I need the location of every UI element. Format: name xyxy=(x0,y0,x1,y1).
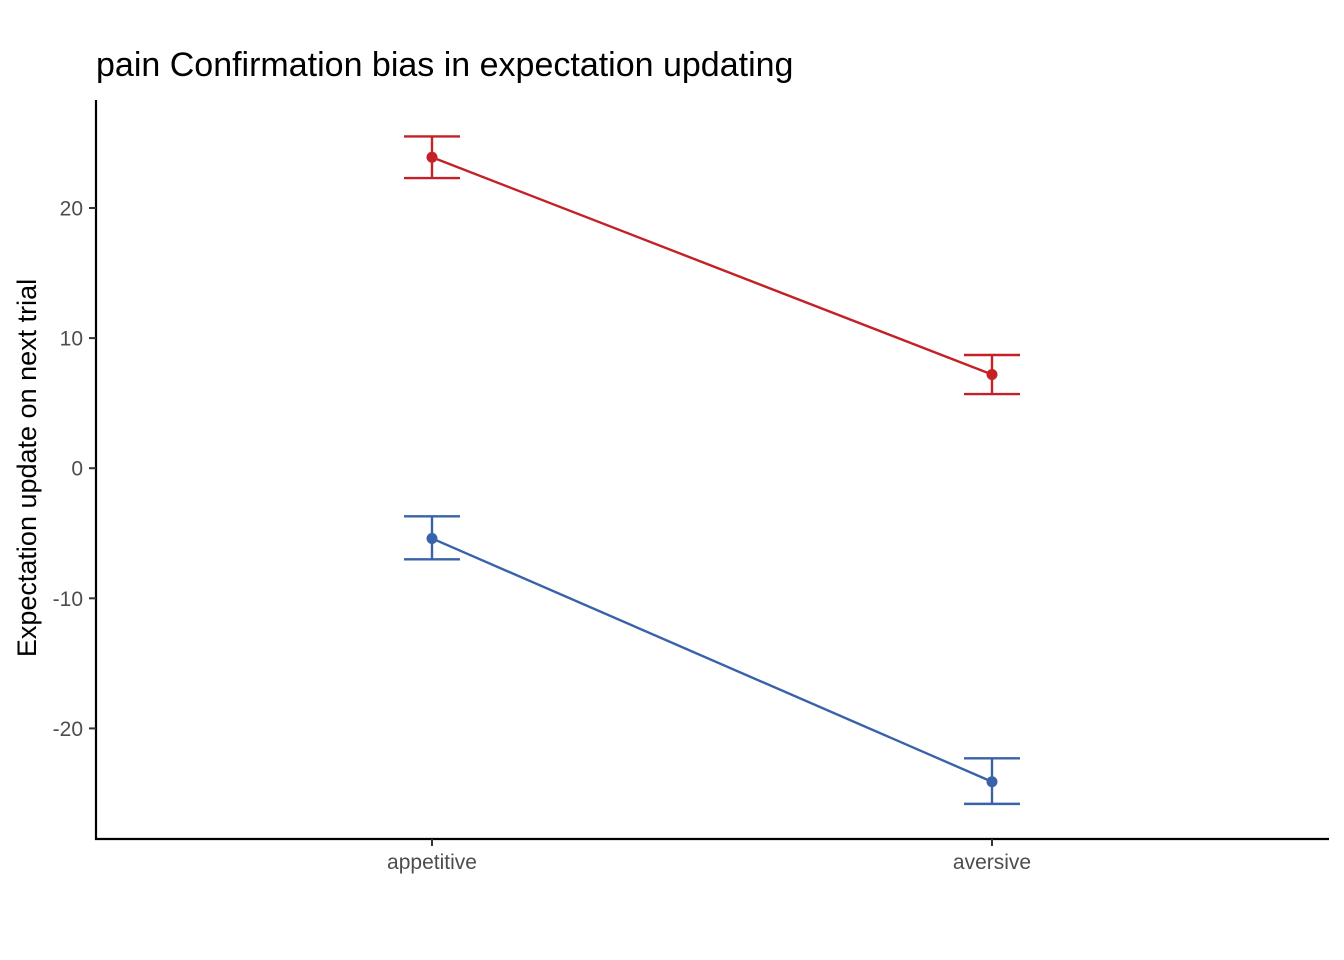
y-tick-label: 0 xyxy=(71,458,83,481)
data-point xyxy=(986,369,998,381)
x-axis-ticks: appetitive aversive xyxy=(387,839,1031,874)
data-point xyxy=(426,532,438,544)
data-point xyxy=(986,776,998,788)
series-line xyxy=(431,156,993,376)
series-layer xyxy=(404,135,1020,806)
y-axis-ticks: -20 -10 0 10 20 xyxy=(53,197,96,741)
y-axis-label: Expectation update on next trial xyxy=(12,279,42,657)
y-tick-label: 20 xyxy=(60,197,83,220)
chart-title: pain Confirmation bias in expectation up… xyxy=(96,46,793,84)
x-tick-label-appetitive: appetitive xyxy=(387,851,477,874)
y-tick-label: -10 xyxy=(53,588,83,611)
y-tick-label: -20 xyxy=(53,718,83,741)
series-0 xyxy=(404,135,1020,396)
data-point xyxy=(426,151,438,163)
series-line xyxy=(431,537,993,783)
x-tick-label-aversive: aversive xyxy=(953,851,1031,874)
y-tick-label: 10 xyxy=(60,328,83,351)
series-1 xyxy=(404,515,1020,806)
